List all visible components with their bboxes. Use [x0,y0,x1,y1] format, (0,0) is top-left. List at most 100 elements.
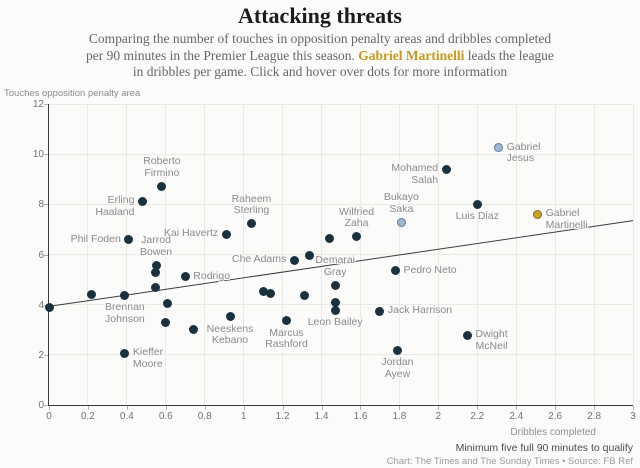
x-tick-mark [438,406,440,410]
dot-roberto-firmino[interactable] [157,181,167,191]
dot-jack-harrison[interactable] [375,306,385,316]
dot-bukayo-saka[interactable] [396,217,406,227]
x-axis-title: Dribbles completed [510,427,596,438]
x-tick-mark [360,406,362,410]
y-tick-mark [44,354,48,356]
x-tick-label: 0.8 [197,411,212,422]
x-tick-label: 2.2 [470,411,485,422]
y-tick-mark [44,104,48,105]
x-tick-label: 1.8 [392,411,407,422]
x-tick-mark [282,406,284,410]
x-tick-label: 1.4 [314,411,329,422]
dot-pedro-neto[interactable] [391,266,400,276]
x-tick-mark [321,406,323,410]
dot-unlabeled-player[interactable] [161,317,171,327]
x-tick-mark [594,406,596,410]
point-label-gabriel-martinelli: Gabriel Martinelli [545,207,588,231]
chart-subtitle: Comparing the number of touches in oppos… [80,31,560,81]
dot-unlabeled-player[interactable] [305,250,315,260]
point-label-pedro-neto: Pedro Neto [403,263,457,276]
dot-wilfried-zaha[interactable] [352,232,362,242]
horizontal-gridline [49,304,633,306]
dot-dwight-mcneil[interactable] [463,330,473,340]
dot-unlabeled-player[interactable] [258,287,268,297]
x-tick-mark [516,406,518,410]
point-label-raheem-sterling: Raheem Sterling [231,192,272,217]
y-tick-mark [44,154,48,156]
dot-unlabeled-player[interactable] [87,289,97,299]
point-label-phil-foden: Phil Foden [70,232,121,245]
y-tick-label: 6 [38,249,44,261]
x-tick-label: 2.6 [548,411,563,422]
dot-jarrod-bowen[interactable] [151,260,161,270]
point-label-erling-haaland: Erling Haaland [95,194,135,218]
point-label-kieffer-moore: Kieffer Moore [132,346,164,370]
dot-unlabeled-player[interactable] [299,290,309,300]
x-tick-label: 0.4 [119,411,134,422]
dot-neeskens-kebano[interactable] [225,312,235,322]
point-label-neeskens-kebano: Neeskens Kebano [206,322,254,347]
dot-unlabeled-player[interactable] [324,234,334,244]
dot-mohamed-salah[interactable] [441,164,451,174]
y-tick-label: 12 [32,99,44,110]
x-tick-label: 1 [240,411,247,422]
dot-kieffer-moore[interactable] [120,348,130,358]
point-label-brennan-johnson: Brennan Johnson [105,301,145,325]
dot-demarai-gray[interactable] [330,280,340,290]
dot-kai-havertz[interactable] [221,229,231,239]
footnote: Minimum five full 90 minutes to qualify [455,442,633,454]
horizontal-gridline [49,354,633,356]
dot-unlabeled-player[interactable] [266,289,276,299]
point-label-jordan-ayew: Jordan Ayew [381,356,414,380]
y-tick-label: 2 [38,349,44,361]
dot-unlabeled-player[interactable] [163,298,173,308]
dot-raheem-sterling[interactable] [246,219,256,229]
subtitle-text-before: Comparing the number of touches in oppos… [86,31,552,63]
dot-marcus-rashford[interactable] [281,316,291,326]
point-label-jack-harrison: Jack Harrison [387,304,453,317]
point-label-demarai-gray: Demarai Gray [315,254,355,278]
dot-unlabeled-player[interactable] [150,267,160,277]
dot-unlabeled-player[interactable] [44,302,54,312]
x-tick-label: 2 [435,411,442,422]
y-tick-label: 8 [38,199,44,211]
x-tick-mark [165,406,167,410]
x-axis-line [49,405,633,406]
x-tick-mark [126,406,128,410]
dot-unlabeled-player[interactable] [188,324,198,334]
point-label-wilfried-zaha: Wilfried Zaha [339,205,375,230]
dot-gabriel-jesus[interactable] [494,143,504,153]
x-tick-label: 0.2 [80,411,95,422]
dot-erling-haaland[interactable] [137,196,147,206]
dot-rodrigo[interactable] [180,272,190,282]
y-tick-mark [44,405,48,406]
dot-che-adams[interactable] [289,255,299,265]
dot-gabriel-martinelli[interactable] [533,209,543,219]
dot-unlabeled-player[interactable] [330,297,340,307]
x-tick-label: 3 [630,411,636,422]
subtitle-highlight-name: Gabriel Martinelli [358,47,465,63]
x-tick-mark [477,406,479,410]
dot-jordan-ayew[interactable] [392,345,402,355]
point-label-leon-bailey: Leon Bailey [307,316,363,329]
dot-unlabeled-player[interactable] [150,283,160,293]
subtitle-text-after: leads the league in dribbles per game. C… [132,47,554,80]
point-label-bukayo-saka: Bukayo Saka [383,191,419,215]
point-label-mohamed-salah: Mohamed Salah [391,162,439,186]
point-label-jarrod-bowen: Jarrod Bowen [140,234,173,258]
y-tick-mark [44,204,48,206]
dot-leon-bailey[interactable] [330,305,340,315]
x-tick-mark [204,406,206,410]
x-tick-mark [87,406,89,410]
point-label-dwight-mcneil: Dwight McNeil [475,328,508,352]
x-tick-label: 0 [46,411,52,422]
dot-phil-foden[interactable] [124,235,134,245]
y-axis-line [48,104,49,406]
dot-luis-diaz[interactable] [472,199,482,209]
x-tick-label: 2.4 [509,411,524,422]
dot-brennan-johnson[interactable] [120,290,130,300]
x-tick-mark [633,406,634,410]
x-tick-mark [399,406,401,410]
